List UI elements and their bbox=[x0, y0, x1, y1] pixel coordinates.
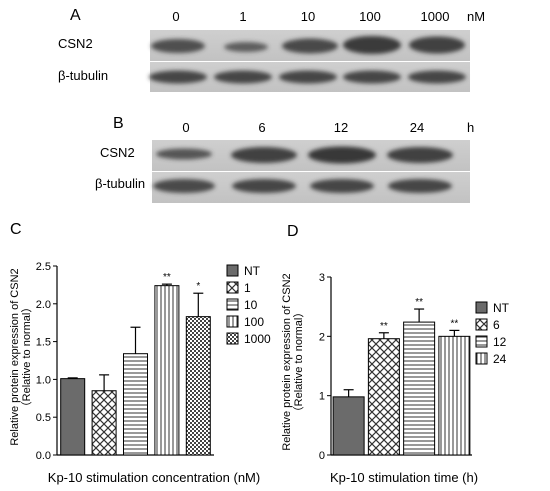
y-axis-sublabel: （Relative to normal） bbox=[292, 307, 305, 418]
panel-d: D Relative protein expression of CSN2 （R… bbox=[281, 223, 510, 485]
bar bbox=[185, 316, 211, 456]
chart-c-ylabel: Relative protein expression of CSN2 （Rel… bbox=[9, 268, 33, 445]
panel-b-time-labels: 0 6 12 24 h bbox=[182, 120, 474, 135]
bar bbox=[367, 338, 400, 456]
legend-label: 1000 bbox=[244, 332, 271, 346]
time-unit: h bbox=[467, 120, 474, 135]
bar bbox=[60, 378, 86, 456]
chart-c-plot: 0.00.51.01.52.02.5*** bbox=[36, 261, 214, 462]
y-tick-label: 3 bbox=[319, 272, 325, 284]
significance-mark: ** bbox=[380, 321, 388, 332]
legend-swatch bbox=[226, 332, 239, 345]
legend-label: NT bbox=[493, 301, 510, 315]
bar bbox=[91, 390, 117, 456]
blot-b-csn2 bbox=[152, 140, 470, 171]
panel-c: C Relative protein expression of CSN2 （R… bbox=[9, 221, 271, 485]
legend-label: 6 bbox=[493, 318, 500, 332]
bar bbox=[154, 285, 180, 456]
dose-label: 10 bbox=[301, 9, 315, 24]
y-tick-label: 0.0 bbox=[36, 450, 51, 462]
legend-label: 24 bbox=[493, 352, 507, 366]
panel-a: A 0 1 10 100 1000 nM CSN2 β-tubulin bbox=[58, 7, 485, 92]
bar bbox=[403, 321, 436, 456]
legend-swatch bbox=[226, 315, 239, 328]
time-label: 24 bbox=[410, 120, 424, 135]
y-tick-label: 2.5 bbox=[36, 261, 51, 273]
legend-label: 1 bbox=[244, 281, 251, 295]
chart-d-legend: NT 6 12 24 bbox=[475, 301, 510, 366]
chart-c-legend: NT 1 10 100 1000 bbox=[226, 264, 271, 346]
x-axis-label: Kp-10 stimulation time (h) bbox=[330, 470, 478, 485]
legend-swatch bbox=[475, 301, 488, 314]
legend-swatch bbox=[226, 298, 239, 311]
legend-swatch bbox=[475, 318, 488, 331]
legend-label: NT bbox=[244, 264, 261, 278]
y-axis-label: Relative protein expression of CSN2 bbox=[9, 268, 21, 445]
panel-c-letter: C bbox=[10, 221, 22, 238]
chart-d-plot: 0 1 2 3 ** ** ** bbox=[319, 272, 472, 462]
bar bbox=[438, 335, 471, 456]
y-tick-label: 1.0 bbox=[36, 374, 51, 386]
y-axis-label: Relative protein expression of CSN2 bbox=[281, 273, 293, 450]
blot-a-tubulin bbox=[149, 62, 470, 92]
dose-label: 100 bbox=[359, 9, 381, 24]
dose-unit: nM bbox=[467, 9, 485, 24]
legend-swatch bbox=[226, 264, 239, 277]
significance-mark: ** bbox=[163, 272, 171, 283]
blot-label-csn2: CSN2 bbox=[100, 145, 135, 160]
panel-b-letter: B bbox=[113, 115, 124, 132]
panel-b: B 0 6 12 24 h CSN2 β-tubulin bbox=[95, 115, 474, 203]
bar bbox=[123, 353, 148, 456]
chart-d-ylabel: Relative protein expression of CSN2 （Rel… bbox=[281, 273, 305, 450]
significance-mark: * bbox=[196, 281, 200, 292]
y-tick-label: 1.5 bbox=[36, 337, 51, 349]
legend-label: 10 bbox=[244, 298, 258, 312]
blot-label-csn2: CSN2 bbox=[58, 36, 93, 51]
legend-swatch bbox=[475, 352, 488, 365]
blot-label-tubulin: β-tubulin bbox=[58, 68, 108, 83]
legend-swatch bbox=[226, 281, 239, 294]
y-tick-label: 1 bbox=[319, 391, 325, 403]
x-axis-label: Kp-10 stimulation concentration (nM) bbox=[48, 470, 260, 485]
time-label: 0 bbox=[182, 120, 189, 135]
bar bbox=[332, 396, 365, 456]
time-label: 12 bbox=[334, 120, 348, 135]
dose-label: 1 bbox=[239, 9, 246, 24]
time-label: 6 bbox=[258, 120, 265, 135]
dose-label: 0 bbox=[172, 9, 179, 24]
significance-mark: ** bbox=[450, 318, 458, 329]
y-tick-label: 2 bbox=[319, 331, 325, 343]
y-tick-label: 2.0 bbox=[36, 299, 51, 311]
legend-label: 100 bbox=[244, 315, 264, 329]
legend-label: 12 bbox=[493, 335, 507, 349]
legend-swatch bbox=[475, 335, 488, 348]
panel-d-letter: D bbox=[287, 223, 299, 240]
y-tick-label: 0 bbox=[319, 450, 325, 462]
panel-a-dose-labels: 0 1 10 100 1000 nM bbox=[172, 9, 485, 24]
blot-a-csn2 bbox=[150, 30, 470, 61]
significance-mark: ** bbox=[415, 297, 423, 308]
panel-a-letter: A bbox=[70, 7, 81, 24]
blot-label-tubulin: β-tubulin bbox=[95, 176, 145, 191]
y-axis-sublabel: （Relative to normal） bbox=[20, 302, 33, 413]
dose-label: 1000 bbox=[421, 9, 450, 24]
blot-b-tubulin bbox=[152, 172, 470, 203]
y-tick-label: 0.5 bbox=[36, 412, 51, 424]
